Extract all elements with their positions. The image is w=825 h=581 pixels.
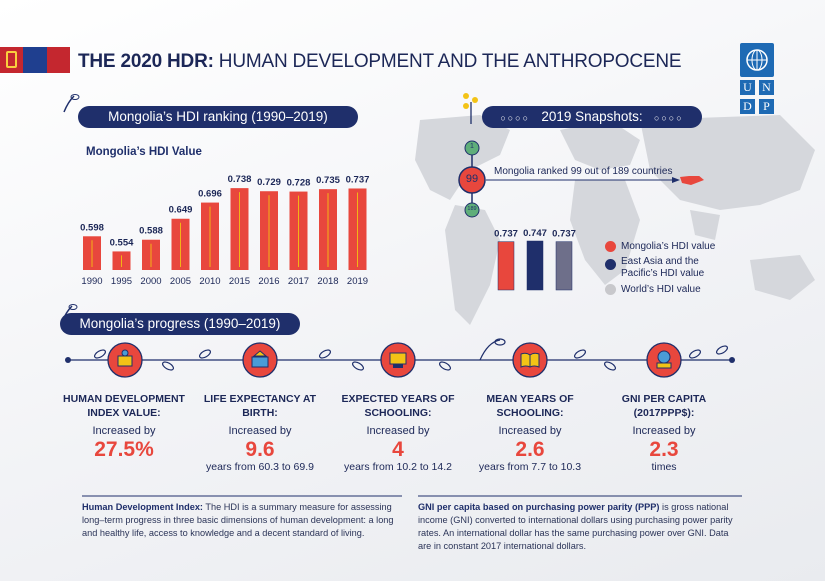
banner-dots-left: ○○○○ (500, 113, 531, 123)
stat-detail: years from 60.3 to 69.9 (206, 461, 314, 473)
hdi-year-label: 2019 (347, 276, 368, 287)
mongolia-flag (0, 47, 70, 73)
gni-icon (656, 350, 672, 369)
progress-banner: Mongolia’s progress (1990–2019) (60, 313, 300, 335)
hdi-year-label: 2000 (140, 276, 161, 287)
hdi-value-label: 0.738 (228, 174, 252, 185)
hdi-value-label: 0.649 (169, 205, 193, 216)
stat-detail: years from 10.2 to 14.2 (344, 461, 452, 473)
hdi-year-label: 1995 (111, 276, 132, 287)
hdi-value-label: 0.554 (110, 237, 134, 248)
stat-detail: years from 7.7 to 10.3 (478, 461, 582, 473)
stat-heading-line1: EXPECTED YEARS OF (341, 393, 455, 405)
compare-bar-0 (497, 241, 515, 291)
stat-heading-line2: (2017PPP$): (633, 407, 695, 419)
compare-bar-1 (526, 240, 544, 291)
stat-heading-line1: HUMAN DEVELOPMENT (63, 393, 185, 405)
school-icon (389, 352, 407, 368)
stat-heading-line2: SCHOOLING: (364, 407, 432, 419)
comparison-bar-chart: 0.737 0.747 0.737 (494, 228, 576, 291)
stat-increase-label: Increased by (228, 425, 292, 437)
stat-increase-label: Increased by (92, 425, 156, 437)
page-title: THE 2020 HDR: HUMAN DEVELOPMENT AND THE … (78, 51, 682, 72)
legend-east-asia: East Asia and the Pacific’s HDI value (621, 256, 705, 279)
snapshot-banner: ○○○○ 2019 Snapshots: ○○○○ (482, 106, 702, 128)
stat-value: 2.3 (649, 438, 679, 461)
rank-text: Mongolia ranked 99 out of 189 countries (494, 166, 673, 177)
flower-icon (463, 93, 478, 124)
world-map (415, 115, 815, 325)
hdi-value-label: 0.728 (287, 178, 311, 189)
compare-value-label: 0.747 (523, 228, 547, 239)
hdi-value-label: 0.588 (139, 226, 163, 237)
stat-value: 9.6 (245, 438, 275, 461)
compare-value-label: 0.737 (494, 229, 518, 240)
hdi-year-label: 2018 (317, 276, 338, 287)
hdi-year-label: 2017 (288, 276, 309, 287)
footer-divider (82, 495, 742, 497)
stat-heading-line1: LIFE EXPECTANCY AT (203, 393, 317, 405)
ranking-banner: Mongolia’s HDI ranking (1990–2019) (78, 106, 358, 128)
rank-top-label: 1 (470, 143, 474, 150)
footer-hdi-definition: Human Development Index: The HDI is a su… (82, 502, 394, 538)
hdi-year-label: 1990 (81, 276, 102, 287)
undp-letter-u: U (740, 80, 755, 95)
stat-heading-line1: GNI PER CAPITA (621, 393, 707, 405)
hdi-icon (117, 349, 133, 367)
stat-value: 27.5% (94, 438, 154, 461)
hdi-year-label: 2016 (258, 276, 279, 287)
legend-dot-mongolia (605, 241, 616, 252)
book-icon (520, 352, 540, 368)
un-emblem-icon (740, 43, 774, 77)
rank-ladder (458, 140, 486, 218)
hdi-year-label: 2005 (170, 276, 191, 287)
stat-detail: times (651, 461, 677, 473)
legend-dot-east-asia (605, 259, 616, 270)
life-icon (251, 350, 269, 368)
hdi-year-label: 2015 (229, 276, 250, 287)
stat-increase-label: Increased by (366, 425, 430, 437)
undp-letter-d: D (740, 99, 755, 114)
hdi-year-label: 2010 (199, 276, 220, 287)
sprout-icon (63, 94, 80, 113)
stat-heading-line1: MEAN YEARS OF (486, 393, 574, 405)
compare-bar-2 (555, 241, 573, 291)
hdi-value-label: 0.737 (346, 174, 370, 185)
rank-value: 99 (465, 173, 479, 185)
hdi-bar-chart: 0.598 1990 0.554 1995 0.588 2000 0.649 2005 0.69… (80, 174, 370, 287)
hdi-value-label: 0.598 (80, 222, 104, 233)
stat-increase-label: Increased by (632, 425, 696, 437)
soyombo-icon (6, 51, 17, 68)
undp-letter-n: N (759, 80, 774, 95)
rank-pointer (486, 176, 704, 185)
stat-heading-line2: SCHOOLING: (496, 407, 564, 419)
footer-gni-definition: GNI per capita based on purchasing power… (418, 502, 733, 551)
compare-value-label: 0.737 (552, 229, 576, 240)
stat-value: 2.6 (515, 438, 545, 461)
rank-bottom-label: 189 (467, 206, 477, 212)
legend-world: World’s HDI value (621, 284, 701, 295)
hdi-value-label: 0.729 (257, 177, 281, 188)
stat-heading-line2: INDEX VALUE: (87, 407, 161, 419)
banner-dots-right: ○○○○ (653, 113, 684, 123)
undp-letter-p: P (759, 99, 774, 114)
legend-mongolia: Mongolia’s HDI value (621, 241, 716, 252)
stat-increase-label: Increased by (498, 425, 562, 437)
hdi-value-label: 0.696 (198, 189, 222, 200)
hdi-value-label: 0.735 (316, 175, 340, 186)
chart-subtitle: Mongolia’s HDI Value (86, 146, 202, 158)
stat-value: 4 (392, 438, 404, 461)
stat-heading-line2: BIRTH: (242, 407, 278, 419)
legend-dot-world (605, 284, 616, 295)
